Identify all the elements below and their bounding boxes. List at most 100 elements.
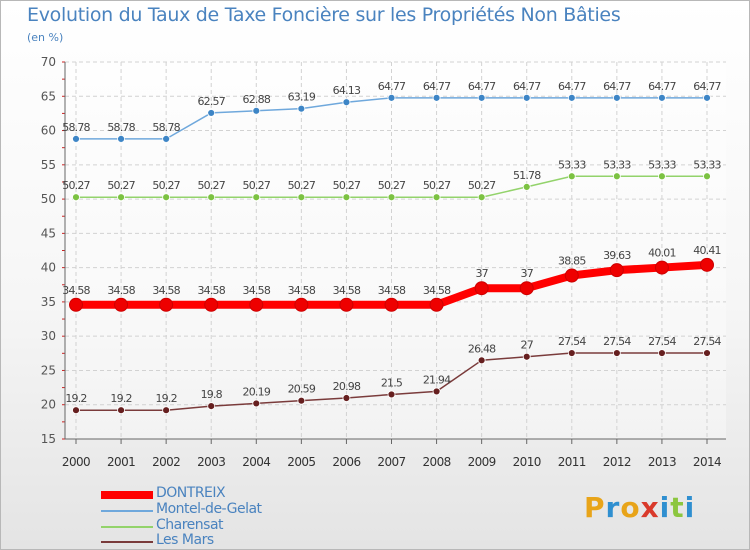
data-label-les-mars: 20.19 xyxy=(243,385,271,398)
x-tick-label: 2002 xyxy=(152,455,180,469)
data-point-charensat xyxy=(477,193,486,202)
data-label-montel-de-gelat: 64.77 xyxy=(378,80,406,93)
legend-label-dontreix: DONTREIX xyxy=(156,485,226,501)
data-point-montel-de-gelat xyxy=(207,109,216,117)
data-label-les-mars: 20.98 xyxy=(333,380,361,393)
logo-letter: i xyxy=(684,491,696,524)
data-label-charensat: 53.33 xyxy=(693,158,721,171)
data-label-charensat: 53.33 xyxy=(558,158,586,171)
logo-letter: o xyxy=(620,491,641,524)
y-tick-label: 45 xyxy=(41,226,56,240)
data-point-dontreix xyxy=(564,268,579,283)
data-label-charensat: 50.27 xyxy=(107,179,135,192)
data-label-charensat: 50.27 xyxy=(197,179,225,192)
data-point-charensat xyxy=(342,193,351,202)
y-tick-label: 35 xyxy=(41,295,56,309)
logo-letter: x xyxy=(640,491,660,524)
data-label-dontreix: 39.63 xyxy=(603,249,631,262)
data-point-montel-de-gelat xyxy=(477,93,486,102)
data-point-les-mars xyxy=(432,387,441,396)
data-point-charensat xyxy=(297,193,306,202)
data-point-montel-de-gelat xyxy=(658,93,666,102)
chart-subtitle: (en %) xyxy=(27,31,64,44)
data-point-dontreix xyxy=(429,297,444,312)
data-label-charensat: 51.78 xyxy=(513,169,541,182)
data-label-dontreix: 34.58 xyxy=(152,284,180,297)
data-point-les-mars xyxy=(387,390,396,399)
data-label-montel-de-gelat: 58.78 xyxy=(107,121,135,134)
data-point-dontreix xyxy=(519,281,534,296)
y-tick-label: 15 xyxy=(41,432,56,446)
data-point-charensat xyxy=(252,193,261,202)
logo-letter: r xyxy=(605,491,621,524)
data-label-charensat: 50.27 xyxy=(468,179,496,192)
data-label-montel-de-gelat: 62.88 xyxy=(243,93,271,106)
data-point-charensat xyxy=(567,172,576,181)
data-point-les-mars xyxy=(297,396,306,405)
data-label-dontreix: 34.58 xyxy=(333,284,361,297)
x-tick-label: 2013 xyxy=(648,455,676,469)
data-label-montel-de-gelat: 62.57 xyxy=(197,95,225,108)
data-label-charensat: 53.33 xyxy=(603,158,631,171)
data-label-les-mars: 19.8 xyxy=(201,388,223,401)
data-point-charensat xyxy=(522,182,531,191)
data-label-les-mars: 27.54 xyxy=(603,335,631,348)
proxiti-logo: Proxiti xyxy=(584,491,695,524)
data-label-montel-de-gelat: 64.77 xyxy=(558,80,586,93)
data-point-charensat xyxy=(72,193,80,202)
data-point-les-mars xyxy=(162,406,171,415)
data-label-les-mars: 19.2 xyxy=(65,392,86,405)
data-point-dontreix xyxy=(700,257,714,272)
data-label-les-mars: 27.54 xyxy=(648,335,676,348)
plot-area xyxy=(65,62,726,439)
data-label-dontreix: 34.58 xyxy=(197,284,225,297)
data-point-charensat xyxy=(207,193,216,202)
data-point-les-mars xyxy=(612,349,621,357)
data-label-les-mars: 21.5 xyxy=(381,376,403,389)
data-label-les-mars: 27 xyxy=(521,339,534,352)
data-point-charensat xyxy=(703,172,711,181)
y-tick-label: 40 xyxy=(41,261,56,275)
data-point-dontreix xyxy=(654,260,669,275)
y-tick-label: 55 xyxy=(41,158,56,172)
data-point-dontreix xyxy=(69,297,83,312)
x-tick-label: 2010 xyxy=(513,455,541,469)
data-point-les-mars xyxy=(477,356,486,365)
y-tick-label: 60 xyxy=(41,124,56,138)
x-tick-label: 2014 xyxy=(693,455,721,469)
data-point-charensat xyxy=(387,193,396,202)
data-label-montel-de-gelat: 64.77 xyxy=(423,80,451,93)
data-label-charensat: 50.27 xyxy=(62,179,90,192)
data-label-charensat: 50.27 xyxy=(152,179,180,192)
logo-letter: i xyxy=(659,491,671,524)
x-tick-label: 2004 xyxy=(242,455,270,469)
data-point-montel-de-gelat xyxy=(432,93,441,102)
data-point-dontreix xyxy=(294,297,309,312)
x-tick-label: 2001 xyxy=(107,455,135,469)
data-point-dontreix xyxy=(204,297,219,312)
data-label-montel-de-gelat: 64.13 xyxy=(333,84,361,97)
data-point-montel-de-gelat xyxy=(252,106,261,115)
x-tick-label: 2005 xyxy=(287,455,315,469)
data-label-dontreix: 34.58 xyxy=(62,284,90,297)
data-point-charensat xyxy=(162,193,171,202)
legend-swatch-montel-de-gelat xyxy=(101,510,153,512)
data-label-dontreix: 38.85 xyxy=(558,255,586,268)
data-point-montel-de-gelat xyxy=(297,104,306,113)
data-label-dontreix: 34.58 xyxy=(288,284,316,297)
data-point-montel-de-gelat xyxy=(522,93,531,102)
y-tick-label: 70 xyxy=(41,55,56,69)
data-point-dontreix xyxy=(114,297,129,312)
data-label-dontreix: 40.41 xyxy=(693,244,721,257)
data-point-montel-de-gelat xyxy=(387,93,396,102)
data-label-charensat: 50.27 xyxy=(378,179,406,192)
data-label-les-mars: 19.2 xyxy=(155,392,176,405)
data-label-les-mars: 26.48 xyxy=(468,342,496,355)
legend-label-charensat: Charensat xyxy=(156,517,224,533)
data-point-les-mars xyxy=(522,352,531,361)
y-tick-label: 50 xyxy=(41,192,56,206)
data-label-les-mars: 27.54 xyxy=(693,335,721,348)
data-point-les-mars xyxy=(117,406,125,415)
logo-letter: t xyxy=(670,491,685,524)
